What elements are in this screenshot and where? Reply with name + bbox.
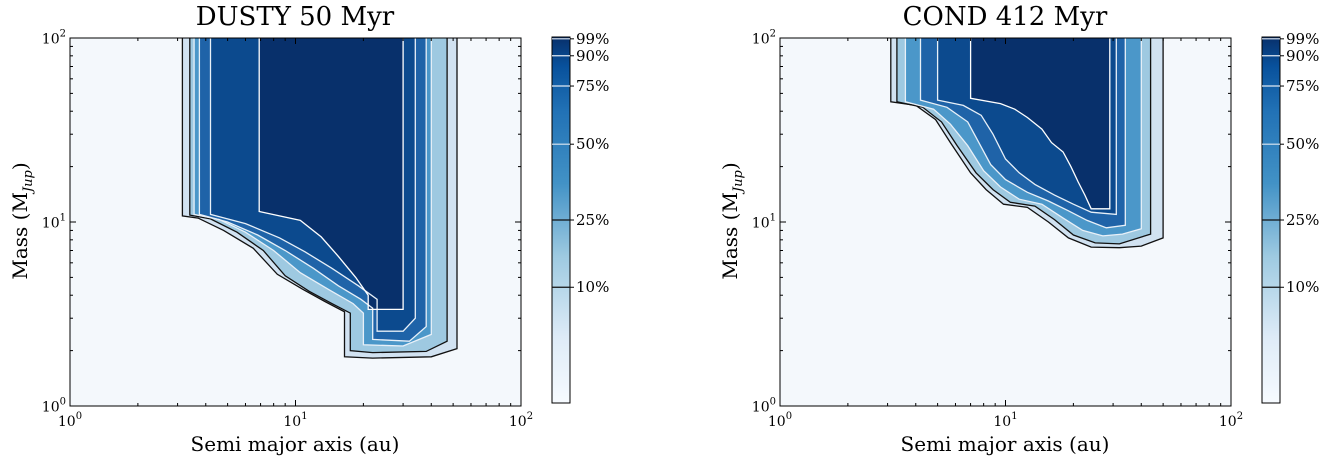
contour-line-99 (969, 38, 1111, 210)
tick-label: 100 (42, 397, 66, 416)
colorbar-label: 75% (576, 77, 610, 96)
contour-line-10 (181, 38, 458, 359)
tick-exponent: 0 (75, 411, 83, 422)
y-axis-label: Mass (MJup) (8, 162, 36, 279)
tick-exponent: 2 (526, 411, 534, 422)
y-axis-label-sub: Jup (731, 170, 746, 193)
colorbar-label: 25% (1286, 211, 1320, 229)
colorbar-label: 10% (576, 278, 610, 297)
tick-base: 10 (767, 414, 786, 430)
contour-group (181, 38, 458, 359)
tick-base: 10 (751, 399, 770, 416)
chart-title: COND 412 Myr (902, 2, 1108, 32)
y-axis-label-main: Mass (M (718, 192, 742, 280)
contour-line-50 (904, 38, 1142, 237)
tick-exponent: 1 (769, 212, 776, 224)
colorbar-label: 10% (1286, 278, 1320, 297)
tick-label: 102 (752, 29, 776, 48)
tick-exponent: 0 (785, 411, 793, 422)
tick-exponent: 0 (769, 396, 776, 408)
tick-base: 10 (1218, 414, 1237, 430)
colorbar-label: 50% (576, 135, 610, 154)
tick-base: 10 (993, 414, 1012, 430)
tick-base: 10 (283, 414, 302, 430)
contour-region-99 (970, 38, 1110, 209)
colorbar-label: 25% (576, 211, 610, 229)
contour-region-99 (259, 38, 404, 310)
tick-base: 10 (41, 399, 60, 416)
contour-line-75 (919, 38, 1126, 229)
tick-label: 102 (1219, 411, 1243, 430)
tick-label: 101 (42, 213, 66, 232)
tick-label: 101 (283, 411, 307, 430)
colorbar-label: 50% (1286, 135, 1320, 154)
contour-group (890, 38, 1164, 249)
contour-line-90 (936, 38, 1117, 216)
x-axis-label: Semi major axis (au) (190, 432, 400, 456)
tick-label: 100 (58, 411, 82, 430)
y-axis-label-main: Mass (M (8, 192, 32, 280)
colorbar-label: 99% (576, 29, 610, 48)
tick-exponent: 1 (59, 212, 66, 224)
colorbar-label: 99% (1286, 29, 1320, 48)
tick-label: 102 (42, 29, 66, 48)
tick-label: 100 (752, 397, 776, 416)
colorbar-label: 90% (576, 46, 610, 65)
chart-svg-cond (779, 36, 1284, 407)
tick-exponent: 2 (1236, 411, 1244, 422)
contour-line-25 (896, 38, 1152, 245)
tick-exponent: 2 (59, 28, 66, 40)
chart-panel-dusty: DUSTY 50 Myr Mass (MJup) Semi major axis… (0, 0, 666, 462)
contour-line-90 (209, 38, 416, 332)
y-axis-label-close: ) (718, 162, 742, 171)
contour-line-25 (189, 38, 448, 354)
chart-svg-dusty (69, 36, 574, 407)
tick-base: 10 (751, 31, 770, 48)
colorbar-label: 90% (1286, 46, 1320, 65)
tick-label: 101 (752, 213, 776, 232)
tick-base: 10 (508, 414, 527, 430)
tick-label: 100 (768, 411, 792, 430)
tick-exponent: 0 (59, 396, 66, 408)
tick-base: 10 (41, 31, 60, 48)
contour-line-10 (890, 38, 1164, 249)
tick-exponent: 1 (1011, 411, 1018, 422)
tick-base: 10 (41, 215, 60, 232)
tick-label: 101 (993, 411, 1017, 430)
tick-exponent: 1 (301, 411, 308, 422)
chart-panel-cond: COND 412 Myr Mass (MJup) Semi major axis… (710, 0, 1333, 462)
tick-base: 10 (751, 215, 770, 232)
x-axis-label: Semi major axis (au) (900, 432, 1110, 456)
y-axis-label-sub: Jup (21, 170, 36, 193)
tick-exponent: 2 (769, 28, 776, 40)
tick-base: 10 (57, 414, 76, 430)
y-axis-label-close: ) (8, 162, 32, 171)
contour-line-99 (258, 38, 404, 311)
y-axis-label: Mass (MJup) (718, 162, 746, 279)
colorbar-label: 75% (1286, 77, 1320, 96)
chart-title: DUSTY 50 Myr (195, 2, 395, 32)
tick-label: 102 (509, 411, 533, 430)
contour-line-75 (198, 38, 427, 342)
